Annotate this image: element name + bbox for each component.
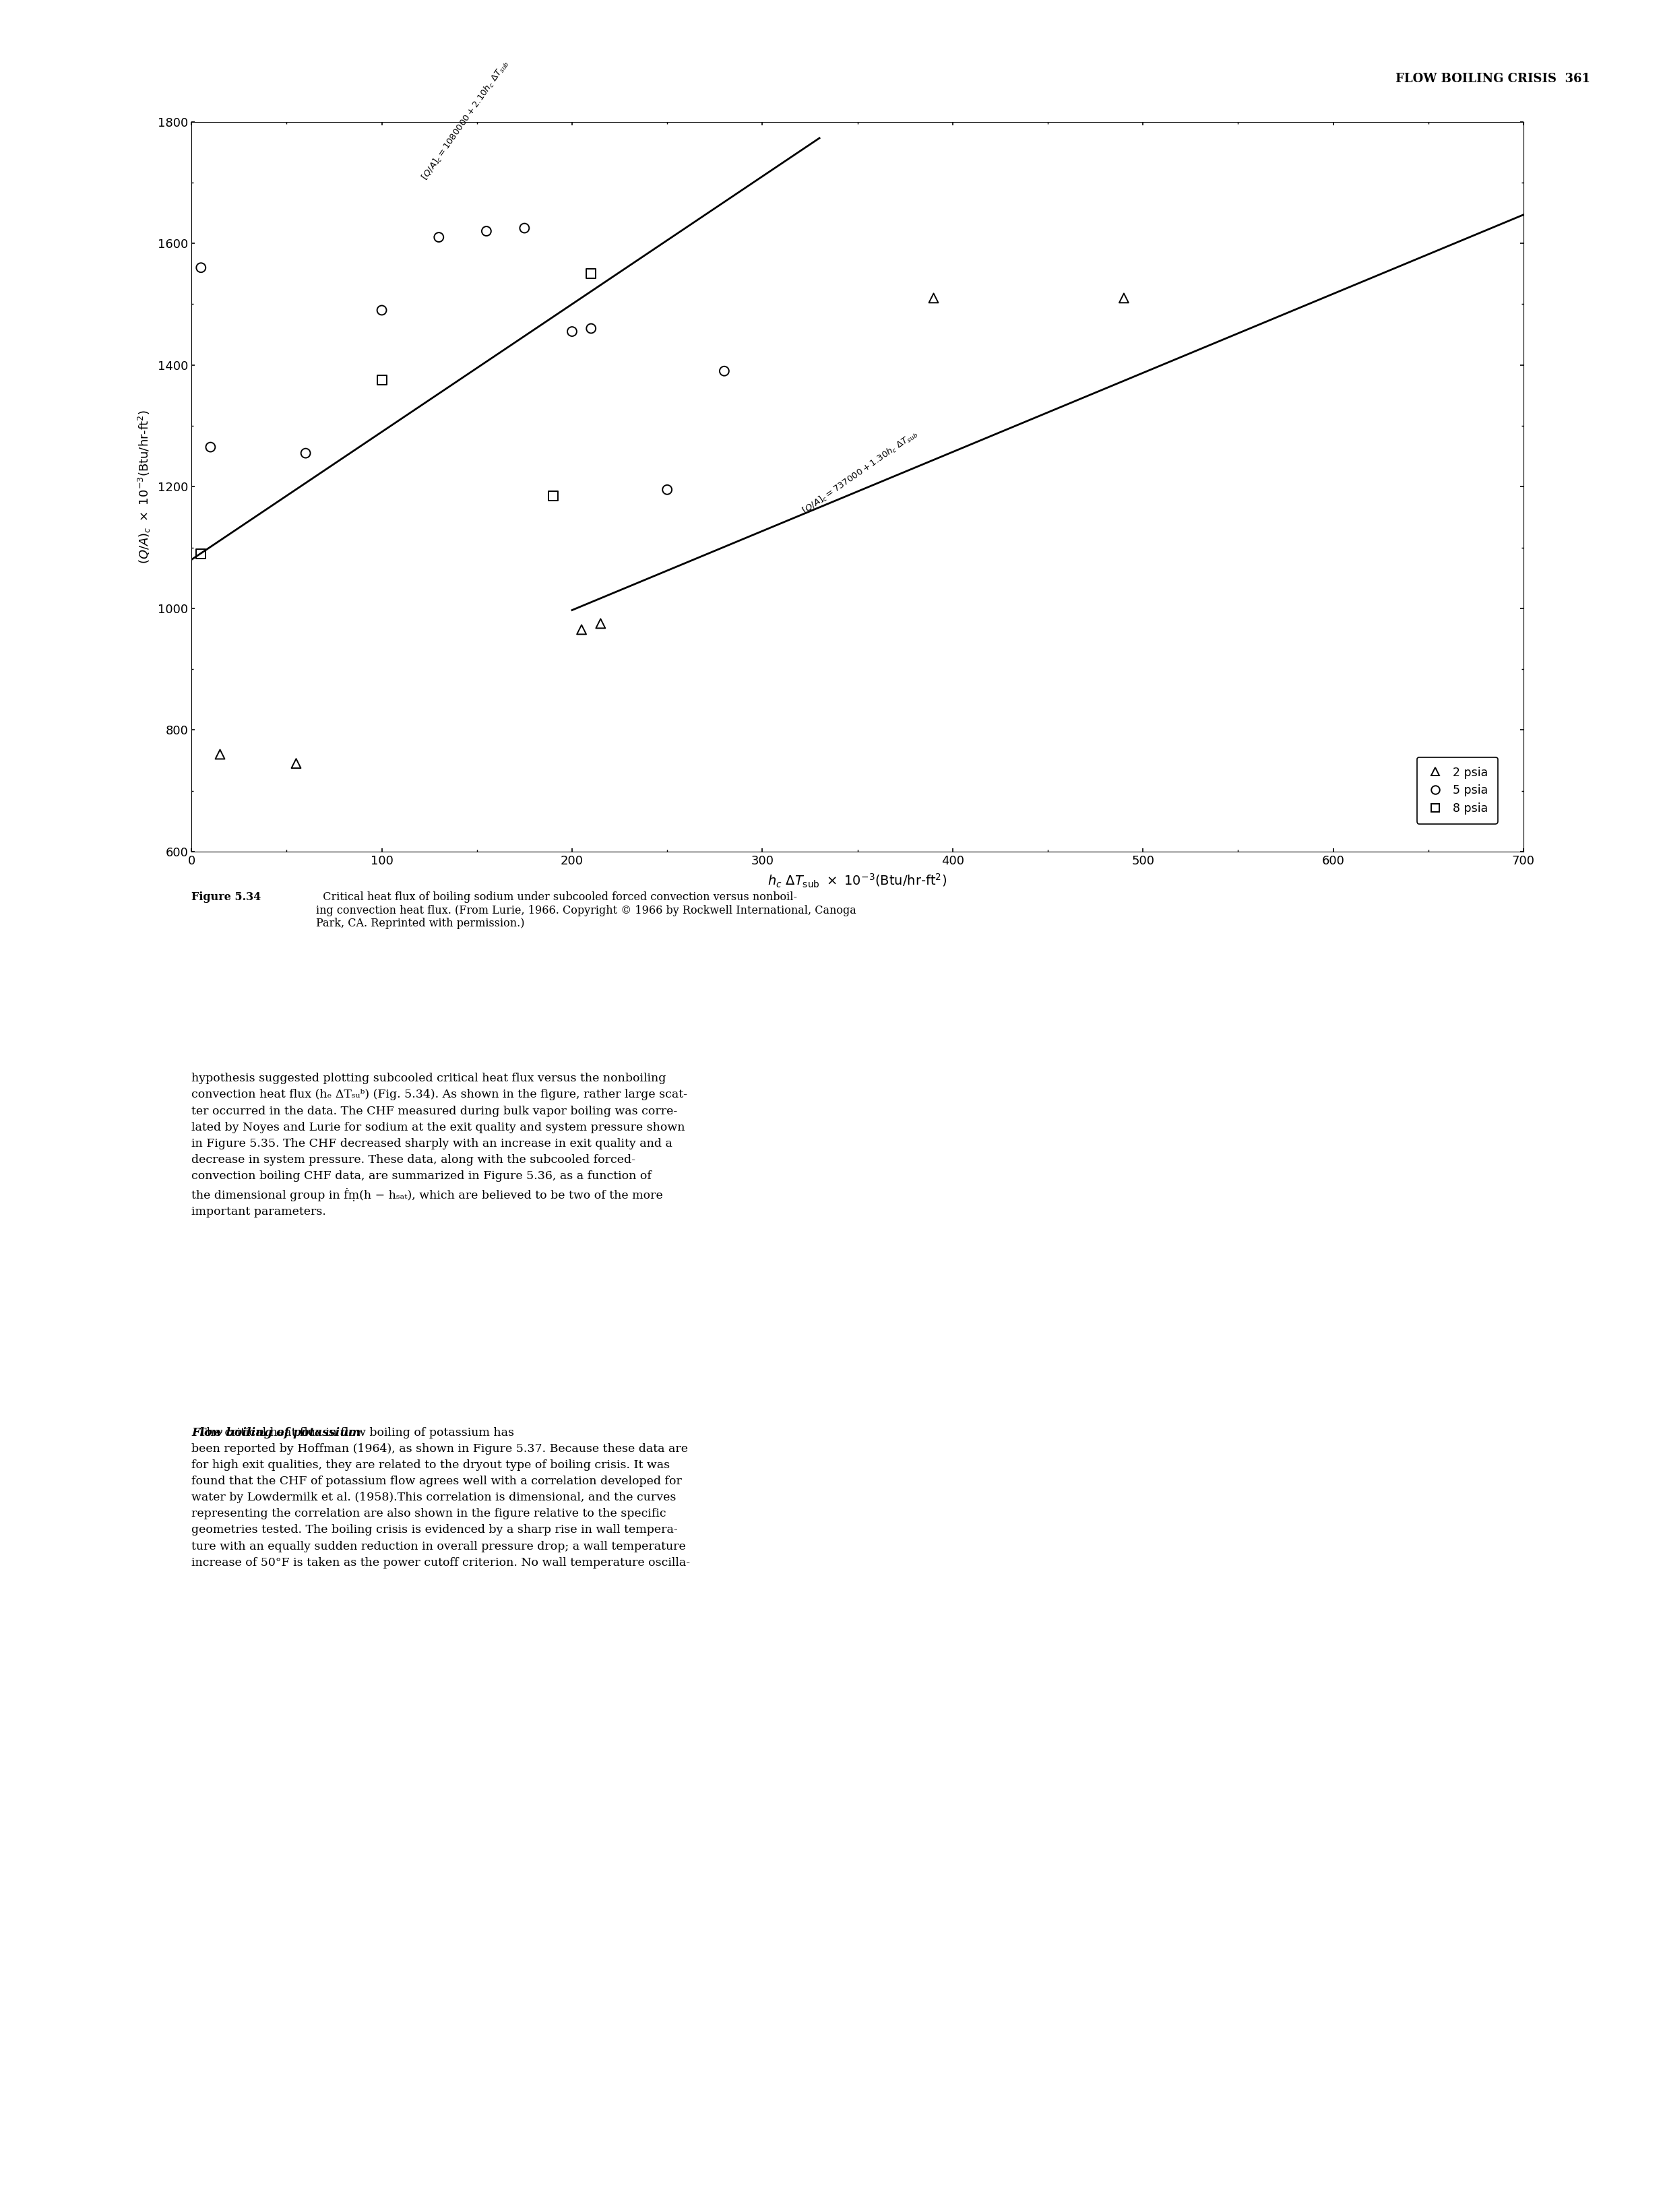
Y-axis label: $(Q/A)_c\ \times\ 10^{-3}(\mathrm{Btu/hr\text{-}ft^2})$: $(Q/A)_c\ \times\ 10^{-3}(\mathrm{Btu/hr… (137, 409, 152, 564)
Point (539, 478, 566, 513)
Point (473, 212, 499, 248)
Text: hypothesis suggested plotting subcooled critical heat flux versus the nonboiling: hypothesis suggested plotting subcooled … (191, 1073, 688, 1217)
Text: Critical heat flux of boiling sodium under subcooled forced convection versus no: Critical heat flux of boiling sodium und… (316, 891, 856, 929)
Text: $[Q/A]_c = 737000 + 1.30h_c\ \Delta T_{sub}$: $[Q/A]_c = 737000 + 1.30h_c\ \Delta T_{s… (801, 429, 921, 518)
Point (368, 363, 395, 398)
Point (283, 745, 310, 781)
Text: $[Q/A]_c = 1080000 + 2.10h_c\ \Delta T_{sub}$: $[Q/A]_c = 1080000 + 2.10h_c\ \Delta T_{… (420, 58, 511, 181)
Point (568, 613, 594, 648)
Point (196, 429, 223, 465)
X-axis label: $h_c\ \Delta T_\mathrm{sub}\ \times\ 10^{-3}(\mathrm{Btu/hr\text{-}ft^2})$: $h_c\ \Delta T_\mathrm{sub}\ \times\ 10^… (768, 874, 947, 889)
Text: The critical heat flux in flow boiling of potassium has
been reported by Hoffman: The critical heat flux in flow boiling o… (191, 1427, 691, 1568)
Point (206, 737, 233, 772)
Point (1111, 281, 1137, 316)
Point (426, 219, 453, 254)
Point (921, 281, 947, 316)
Point (711, 354, 738, 389)
Point (559, 314, 586, 349)
Point (578, 310, 604, 345)
Point (654, 471, 681, 507)
Point (293, 436, 320, 471)
Text: Flow boiling of potassium: Flow boiling of potassium (191, 1427, 361, 1438)
Legend: 2 psia, 5 psia, 8 psia: 2 psia, 5 psia, 8 psia (1417, 757, 1497, 823)
Point (511, 210, 538, 246)
Point (368, 292, 395, 327)
Text: FLOW BOILING CRISIS  361: FLOW BOILING CRISIS 361 (1395, 73, 1590, 84)
Text: Figure 5.34: Figure 5.34 (191, 891, 261, 902)
Point (188, 250, 215, 285)
Point (588, 606, 614, 641)
Point (578, 257, 604, 292)
Point (188, 535, 215, 571)
